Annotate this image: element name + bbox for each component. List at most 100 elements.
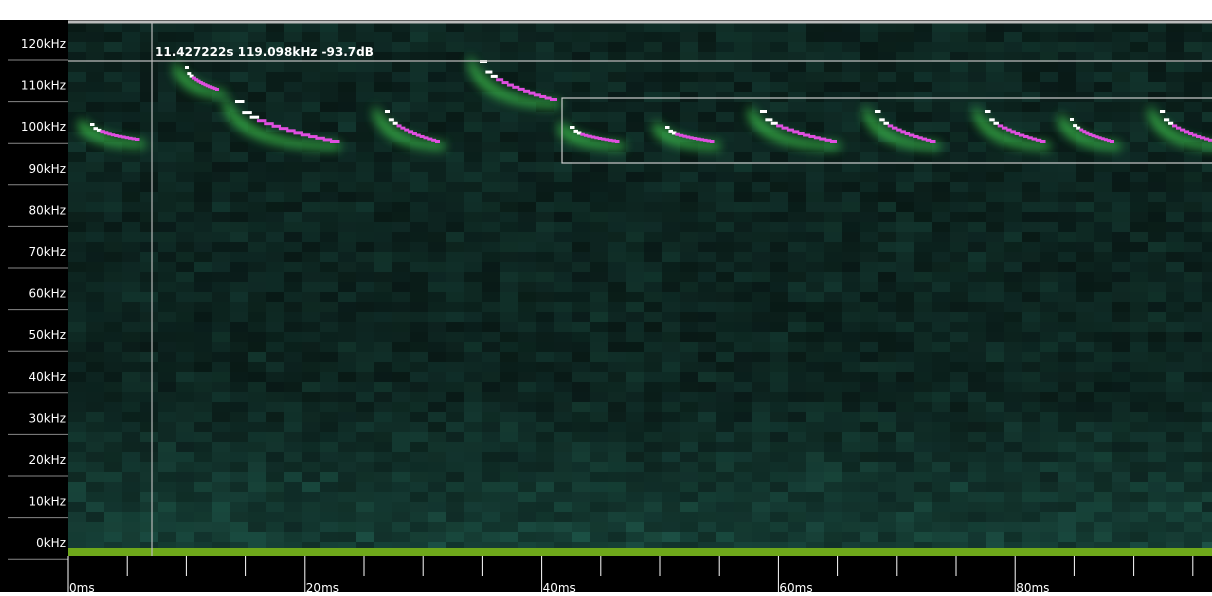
noise-cell: [194, 262, 212, 272]
noise-cell: [878, 312, 896, 322]
noise-cell: [1004, 142, 1022, 152]
selection-box[interactable]: [561, 97, 1212, 164]
noise-cell: [716, 412, 734, 422]
call-trace: [921, 137, 928, 141]
noise-cell: [986, 382, 1004, 392]
noise-cell: [320, 242, 338, 252]
noise-cell: [770, 482, 788, 492]
noise-cell: [806, 192, 824, 202]
noise-cell: [284, 112, 302, 122]
noise-cell: [1058, 142, 1076, 152]
noise-cell: [626, 542, 644, 552]
noise-cell: [1130, 472, 1148, 482]
noise-cell: [950, 82, 968, 92]
noise-cell: [734, 142, 752, 152]
noise-cell: [122, 102, 140, 112]
noise-cell: [338, 372, 356, 382]
noise-cell: [464, 402, 482, 412]
noise-cell: [878, 302, 896, 312]
noise-cell: [410, 342, 428, 352]
noise-cell: [158, 432, 176, 442]
noise-cell: [284, 492, 302, 502]
noise-cell: [1058, 72, 1076, 82]
noise-cell: [770, 32, 788, 42]
noise-cell: [230, 322, 248, 332]
noise-cell: [698, 122, 716, 132]
noise-cell: [518, 182, 536, 192]
noise-cell: [230, 62, 248, 72]
noise-cell: [914, 362, 932, 372]
noise-cell: [536, 492, 554, 502]
noise-cell: [1130, 132, 1148, 142]
noise-cell: [482, 202, 500, 212]
noise-cell: [140, 22, 158, 32]
noise-cell: [878, 252, 896, 262]
noise-cell: [392, 222, 410, 232]
noise-cell: [968, 122, 986, 132]
noise-cell: [806, 422, 824, 432]
noise-cell: [338, 22, 356, 32]
noise-cell: [392, 542, 410, 552]
noise-cell: [1184, 512, 1202, 522]
noise-cell: [356, 292, 374, 302]
noise-cell: [572, 322, 590, 332]
noise-cell: [644, 72, 662, 82]
noise-cell: [842, 132, 860, 142]
call-trace: [611, 139, 617, 143]
noise-cell: [680, 222, 698, 232]
noise-cell: [770, 92, 788, 102]
noise-cell: [1004, 202, 1022, 212]
noise-cell: [428, 462, 446, 472]
noise-cell: [446, 502, 464, 512]
noise-cell: [1202, 472, 1212, 482]
noise-cell: [860, 222, 878, 232]
noise-cell: [194, 212, 212, 222]
call-trace: [608, 138, 613, 142]
noise-cell: [986, 372, 1004, 382]
noise-cell: [410, 432, 428, 442]
noise-cell: [1022, 172, 1040, 182]
call-trace: [891, 126, 898, 130]
noise-cell: [302, 42, 320, 52]
noise-cell: [86, 252, 104, 262]
noise-cell: [1202, 152, 1212, 162]
noise-cell: [392, 212, 410, 222]
noise-cell: [770, 62, 788, 72]
noise-cell: [1166, 302, 1184, 312]
noise-cell: [338, 132, 356, 142]
noise-cell: [140, 232, 158, 242]
noise-cell: [914, 252, 932, 262]
noise-cell: [86, 532, 104, 542]
noise-cell: [158, 322, 176, 332]
noise-cell: [662, 322, 680, 332]
noise-cell: [626, 172, 644, 182]
noise-cell: [446, 532, 464, 542]
noise-cell: [248, 302, 266, 312]
noise-cell: [734, 462, 752, 472]
noise-cell: [644, 52, 662, 62]
noise-cell: [752, 372, 770, 382]
noise-cell: [626, 332, 644, 342]
noise-cell: [554, 62, 572, 72]
noise-cell: [122, 442, 140, 452]
noise-cell: [284, 322, 302, 332]
noise-cell: [140, 362, 158, 372]
noise-cell: [572, 152, 590, 162]
call-trace: [1204, 137, 1210, 141]
noise-cell: [1022, 442, 1040, 452]
noise-cell: [590, 242, 608, 252]
noise-cell: [590, 492, 608, 502]
noise-cell: [644, 422, 662, 432]
call-trace: [210, 86, 215, 90]
noise-cell: [644, 132, 662, 142]
noise-cell: [176, 362, 194, 372]
noise-cell: [536, 222, 554, 232]
noise-cell: [716, 472, 734, 482]
noise-cell: [68, 212, 86, 222]
noise-cell: [986, 472, 1004, 482]
noise-cell: [176, 472, 194, 482]
noise-cell: [734, 232, 752, 242]
noise-cell: [914, 162, 932, 172]
noise-cell: [680, 282, 698, 292]
noise-cell: [716, 72, 734, 82]
